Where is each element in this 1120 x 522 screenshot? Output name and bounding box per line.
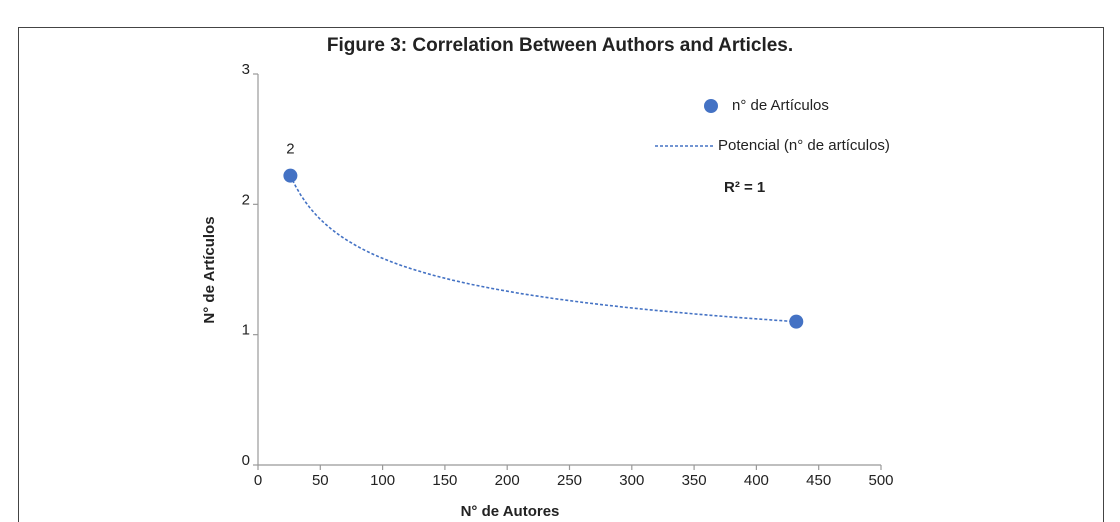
point: [789, 314, 804, 329]
y-tick-label: 0: [242, 452, 250, 469]
r-squared: R² = 1: [724, 179, 765, 196]
x-tick-label: 300: [619, 472, 644, 489]
x-axis-label: N° de Autores: [461, 503, 560, 520]
legend-label: Potencial (n° de artículos): [718, 137, 890, 154]
data-label: 2: [286, 141, 294, 158]
y-tick-label: 1: [242, 322, 250, 339]
x-tick-label: 200: [495, 472, 520, 489]
x-tick-label: 250: [557, 472, 582, 489]
point: [283, 168, 298, 183]
x-tick-label: 400: [744, 472, 769, 489]
x-tick-label: 450: [806, 472, 831, 489]
chart-title: Figure 3: Correlation Between Authors an…: [327, 35, 793, 56]
y-tick-label: 3: [242, 61, 250, 78]
x-tick-label: 0: [254, 472, 262, 489]
legend-marker: [704, 99, 718, 113]
x-tick-label: 50: [312, 472, 329, 489]
x-tick-label: 500: [868, 472, 893, 489]
x-tick-label: 100: [370, 472, 395, 489]
legend-label: n° de Artículos: [732, 97, 829, 114]
trendline: [289, 175, 797, 323]
y-axis-label: N° de Artículos: [201, 216, 218, 323]
y-tick-label: 2: [242, 191, 250, 208]
frame: [18, 27, 1104, 522]
x-tick-label: 350: [682, 472, 707, 489]
x-tick-label: 150: [432, 472, 457, 489]
